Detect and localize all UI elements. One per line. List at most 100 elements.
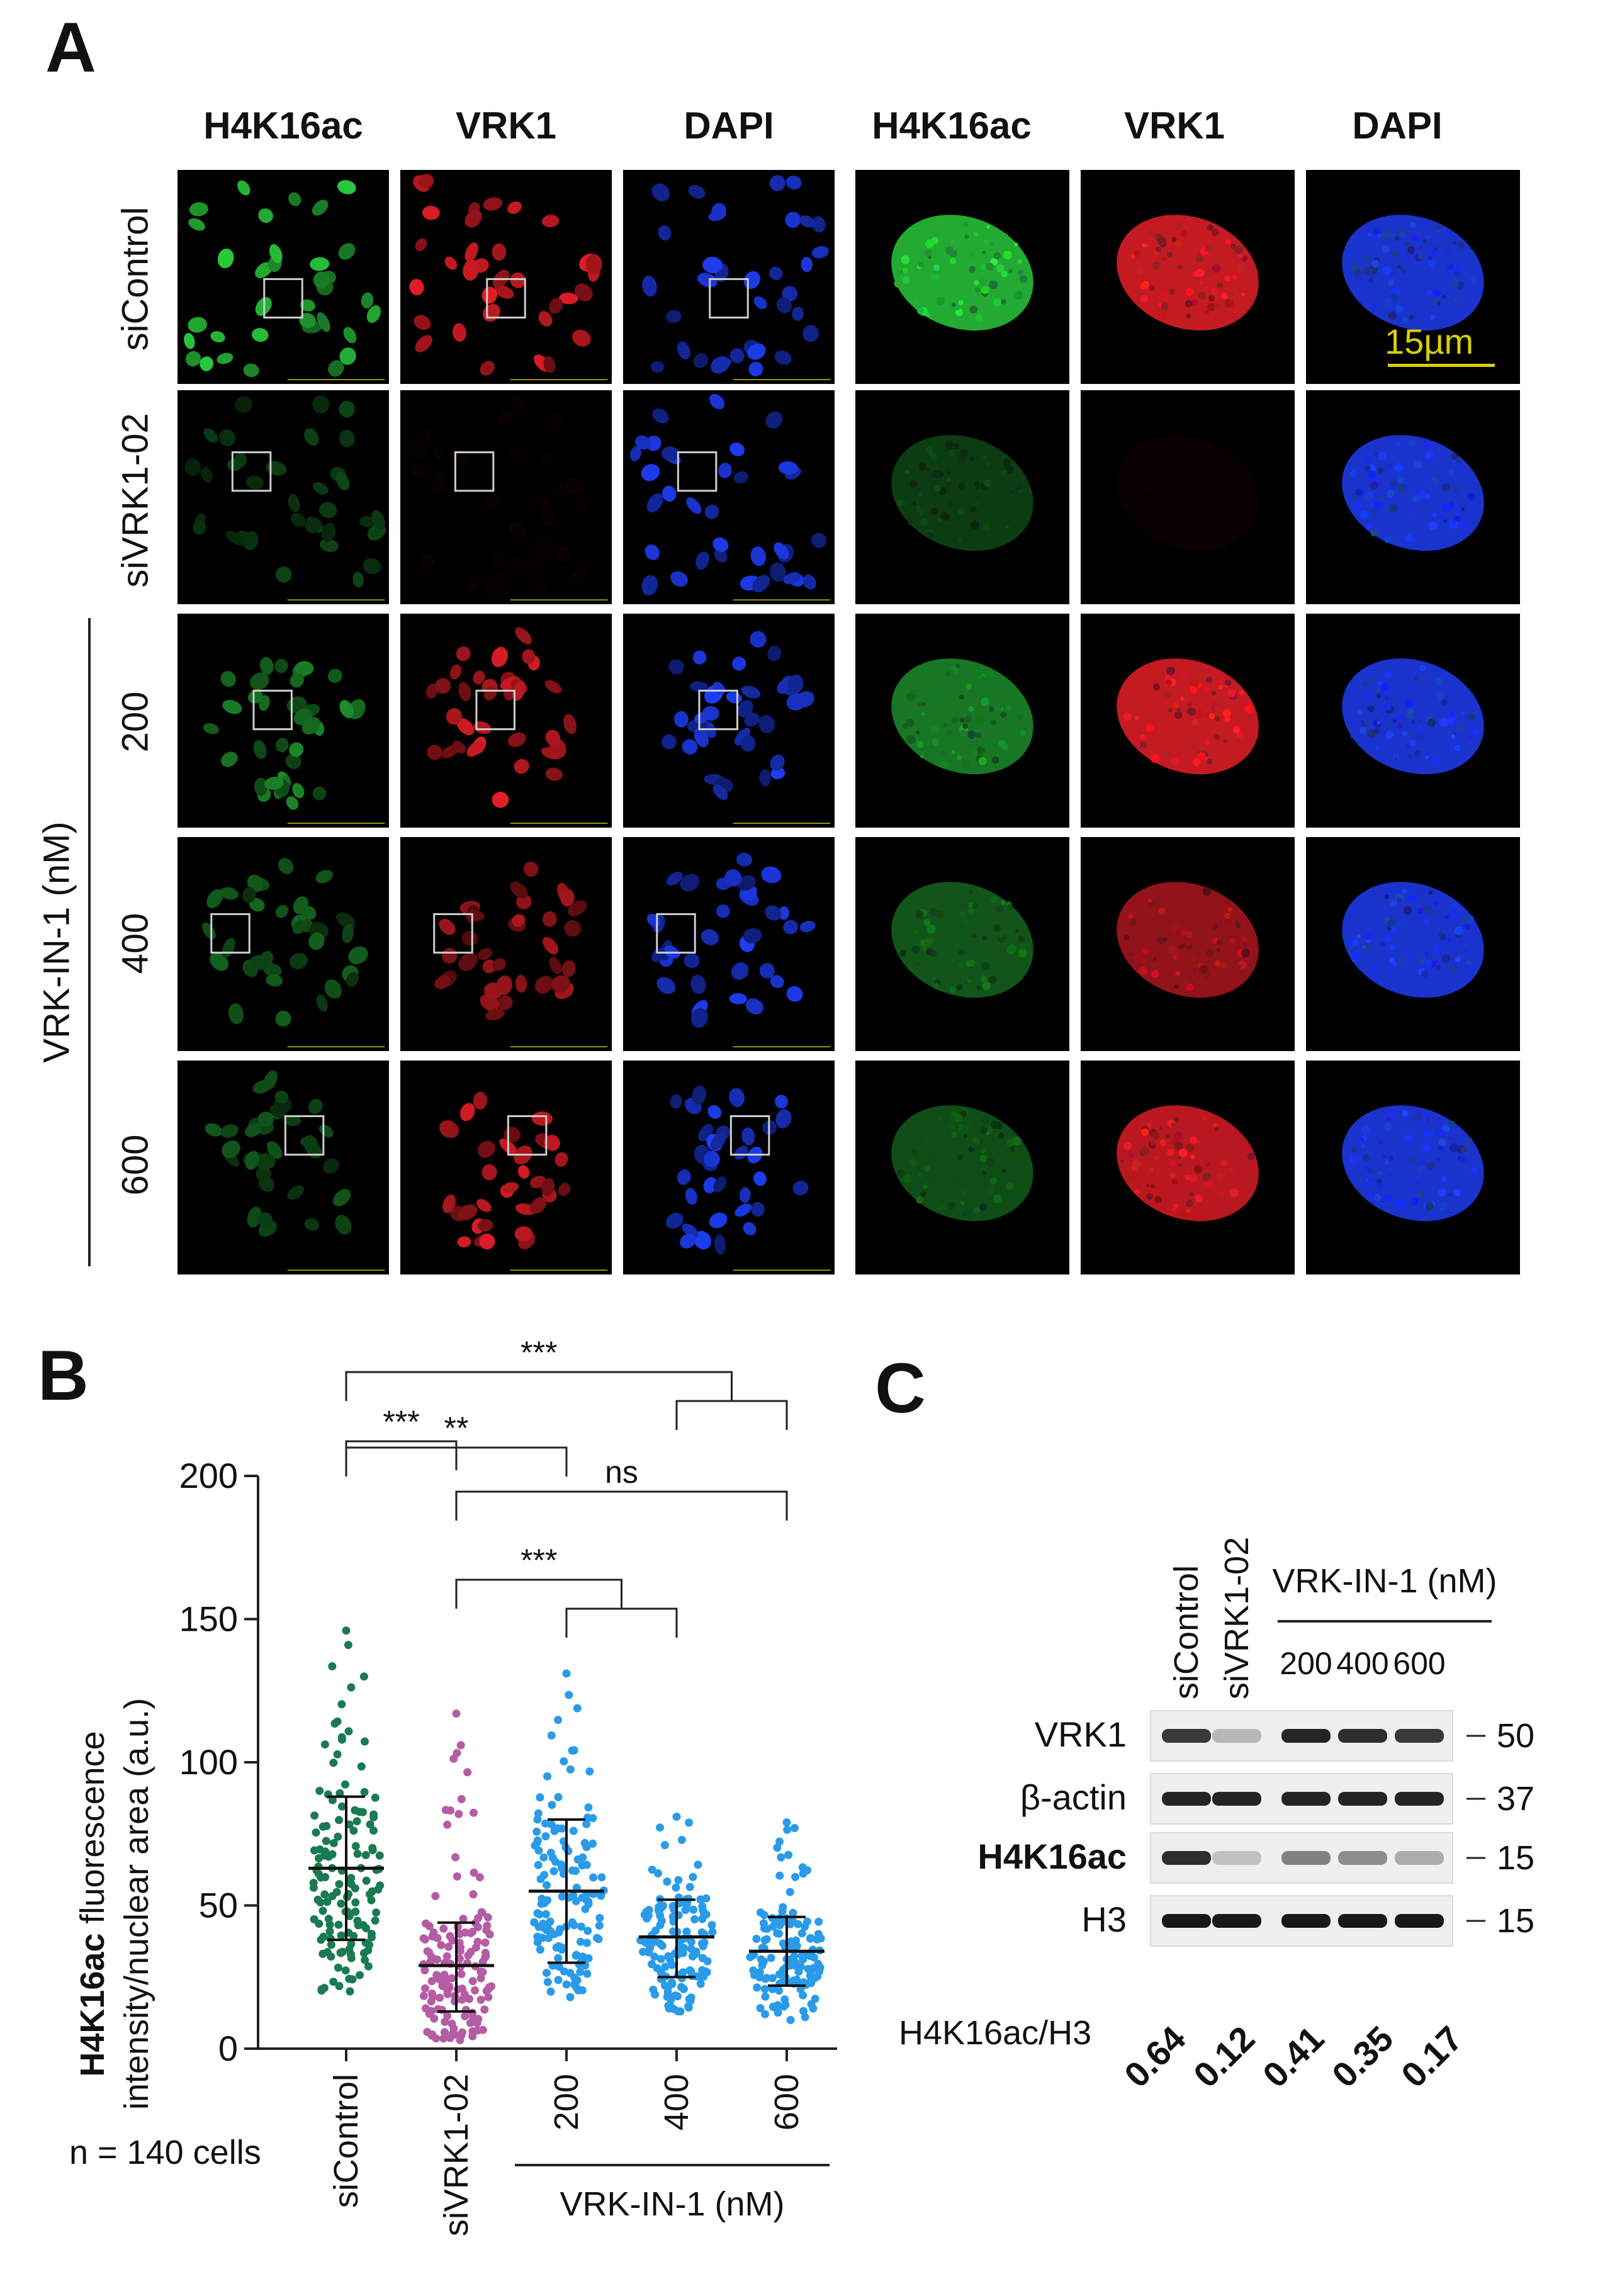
nucleus-shape [726,692,742,704]
nucleus-shape [733,471,749,483]
scale-bar [1388,364,1495,367]
blot-band [1212,1851,1261,1865]
nuclear-foci [926,1154,931,1159]
data-point [792,1936,801,1945]
nuclear-foci [1421,676,1426,682]
nuclear-foci [1431,298,1439,306]
data-point [464,1951,473,1960]
significance-bracket [345,1371,733,1401]
nuclear-foci [1186,1207,1191,1213]
nuclear-foci [1149,521,1154,526]
nuclear-foci [1128,952,1134,957]
nuclear-foci [1376,233,1382,239]
nuclear-foci [916,1196,924,1204]
nuclear-foci [1212,264,1221,273]
nucleus-zoom [1342,882,1484,998]
nuclear-foci [1390,952,1394,956]
data-point [344,1641,352,1650]
nuclear-foci [1228,957,1233,963]
nuclear-foci [1129,1152,1134,1158]
nuclear-foci [1149,285,1155,291]
nuclear-foci [1204,310,1210,315]
nuclear-foci [1166,667,1175,675]
nuclear-foci [1224,275,1230,282]
nuclear-foci [1386,726,1393,733]
nuclear-foci [911,689,917,695]
western-blot: siControl siVRK1-02 200 400 600 VRK1 50β-acti… [899,1537,1534,2095]
data-point [478,1908,487,1917]
data-point [571,1867,580,1876]
nucleus-shape [287,1185,305,1200]
data-point [773,1920,782,1928]
nuclear-foci [1374,728,1380,734]
nuclear-foci [1185,931,1193,938]
nuclear-foci [1196,1139,1201,1144]
nuclear-foci [1455,926,1463,935]
nuclear-foci [1236,476,1242,483]
blot-band [1395,1792,1444,1806]
nuclear-foci [1411,720,1415,724]
data-point [768,1974,777,1983]
nucleus-shape [441,745,459,758]
nucleus-shape [266,1141,283,1159]
nuclear-foci [1441,1176,1448,1183]
nucleus-shape [661,734,677,750]
nucleus-zoom [1117,215,1259,331]
y-tick-label: 100 [179,1742,238,1782]
nuclear-foci [1018,948,1027,958]
nuclear-foci [1385,730,1393,739]
nuclear-foci [1450,734,1456,740]
data-point [768,1984,777,1993]
nuclear-foci [1452,460,1458,466]
data-point [560,1757,568,1765]
blot-band [1281,1729,1331,1743]
nucleus-shape [711,356,730,374]
row-label-600: 600 [115,1134,156,1196]
nuclear-foci [1155,246,1162,253]
nuclear-foci [986,1157,995,1167]
zoom-region-box [729,1115,770,1156]
nucleus-shape [714,548,728,563]
data-point [471,1918,480,1927]
data-point [570,1979,579,1988]
data-point [694,1860,702,1869]
nuclear-foci [1205,1161,1210,1167]
nuclear-foci [1363,266,1373,276]
nuclear-foci [1356,935,1361,939]
nucleus-shape [371,510,385,529]
nucleus-shape [227,459,242,471]
nuclear-foci [989,1177,998,1185]
data-point [654,1869,662,1877]
data-point [698,1902,707,1911]
nuclear-foci [982,455,987,459]
data-point [700,1910,708,1918]
data-point [461,1928,470,1937]
nucleus-shape [323,1158,339,1174]
nucleus-shape [300,299,315,312]
nuclear-foci [1367,470,1376,480]
nuclear-foci [1170,527,1174,531]
row-label-sivrk1: siVRK1-02 [115,413,156,588]
nuclear-foci [1213,481,1218,486]
nuclear-foci [1179,696,1185,701]
nuclear-foci [1403,906,1412,915]
nuclear-foci [950,240,954,245]
nuclear-foci [997,951,1006,960]
nucleus-shape [693,353,709,368]
nuclear-foci [1351,1147,1357,1152]
data-point [315,1920,324,1928]
nuclear-foci [1236,923,1241,928]
nuclear-foci [1137,1162,1142,1167]
micrograph-dapi-overview-row-1 [623,170,835,384]
nuclear-foci [982,250,986,254]
nucleus-shape [694,712,709,724]
nucleus-shape [541,509,554,527]
nuclear-foci [1434,247,1438,251]
nuclear-foci [1147,898,1152,903]
data-point [483,1922,492,1930]
nuclear-foci [1215,960,1221,967]
data-point [787,1917,796,1926]
nuclear-foci [1174,1131,1183,1141]
nucleus-shape [548,410,563,430]
nuclear-foci [1387,279,1394,286]
